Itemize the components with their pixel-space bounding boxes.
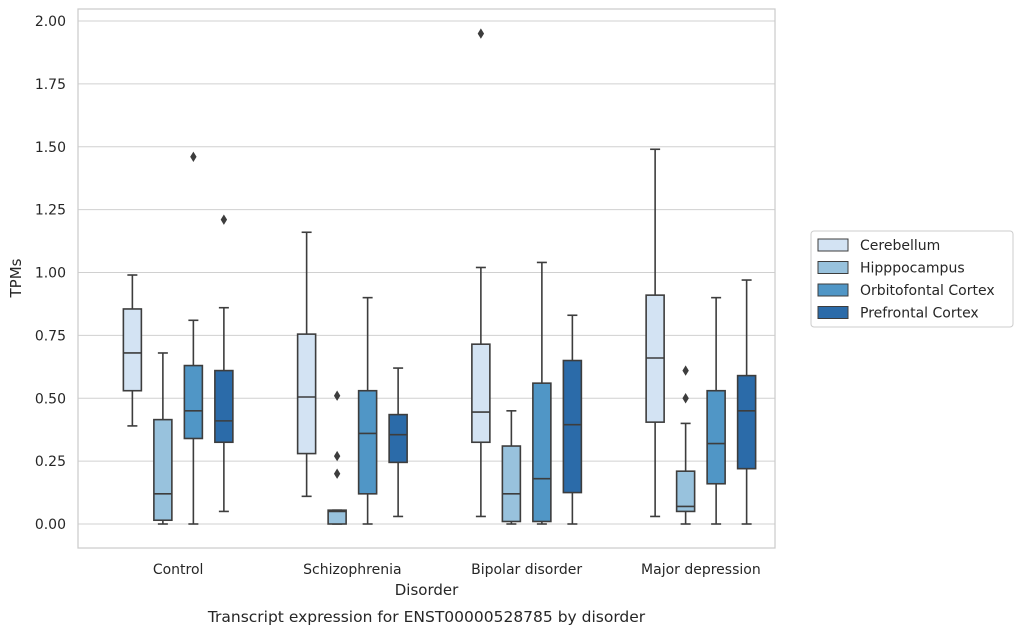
y-tick-label: 0.75 — [35, 328, 66, 344]
legend-box — [810, 230, 1014, 328]
x-axis-title: Disorder — [395, 581, 459, 599]
plot-area — [78, 9, 775, 548]
box-iqr — [736, 374, 757, 470]
y-axis-title: TPMs — [7, 258, 25, 298]
chart-caption: Transcript expression for ENST0000052878… — [207, 608, 646, 626]
box-iqr — [183, 364, 204, 440]
box-iqr — [296, 333, 317, 455]
legend-label: Orbitofontal Cortex — [860, 283, 995, 299]
y-tick-label: 1.00 — [35, 266, 66, 282]
box-cerebellum — [296, 231, 317, 498]
box-iqr — [214, 369, 234, 444]
outlier-point — [682, 393, 689, 404]
box-iqr — [501, 445, 522, 523]
box-prefrontal-cortex — [562, 314, 583, 525]
x-tick-labels: Control Schizophrenia Bipolar disorder Majo… — [153, 562, 761, 578]
outlier-point — [190, 151, 197, 163]
box-iqr — [562, 359, 583, 494]
outlier-point — [477, 28, 485, 39]
outlier-point — [333, 450, 341, 462]
box-iqr — [532, 382, 552, 523]
y-tick-labels: 0.00 0.25 0.50 0.75 1.00 1.25 1.50 1.75 2.00 — [35, 14, 66, 533]
legend: Cerebellum Hipppocampus Orbitofontal Corte… — [810, 230, 1014, 328]
box-prefrontal-cortex — [214, 214, 234, 513]
box-hipppocampus — [675, 365, 696, 525]
box-iqr — [675, 470, 696, 513]
y-tick-label: 1.50 — [35, 140, 66, 156]
box-hipppocampus — [153, 352, 173, 525]
outlier-point — [333, 390, 341, 401]
box-orbitofontal-cortex — [357, 296, 378, 525]
y-tick-label: 0.50 — [35, 391, 66, 407]
box-cerebellum — [471, 28, 491, 518]
x-tick-label: Bipolar disorder — [471, 562, 582, 578]
box-hipppocampus — [327, 390, 347, 525]
box-iqr — [471, 343, 491, 444]
legend-swatch — [817, 261, 849, 274]
x-tick-label: Major depression — [641, 562, 761, 578]
y-tick-label: 0.00 — [35, 517, 66, 533]
box-iqr — [388, 413, 408, 464]
outlier-point — [333, 468, 341, 479]
x-tick-label: Schizophrenia — [303, 562, 401, 578]
box-iqr — [357, 389, 378, 495]
legend-swatch — [817, 283, 849, 297]
legend-swatch — [817, 238, 849, 252]
y-tick-label: 2.00 — [35, 14, 66, 30]
box-iqr — [153, 418, 173, 522]
box-prefrontal-cortex — [388, 367, 408, 518]
box-series-group — [122, 28, 757, 525]
box-iqr — [122, 308, 143, 392]
plot-frame — [77, 8, 776, 549]
x-tick-label: Control — [153, 562, 204, 578]
box-iqr — [706, 389, 726, 485]
outlier-point — [682, 365, 689, 376]
legend-label: Cerebellum — [860, 238, 940, 254]
box-orbitofontal-cortex — [532, 261, 552, 525]
outlier-point — [220, 214, 228, 225]
legend-swatch — [817, 306, 849, 319]
legend-label: Prefrontal Cortex — [860, 306, 979, 322]
box-orbitofontal-cortex — [183, 151, 204, 525]
box-cerebellum — [645, 148, 665, 518]
y-tick-label: 0.25 — [35, 454, 66, 470]
box-orbitofontal-cortex — [706, 296, 726, 525]
box-hipppocampus — [501, 410, 522, 525]
y-tick-label: 1.25 — [35, 203, 66, 219]
legend-label: Hipppocampus — [860, 261, 965, 277]
box-prefrontal-cortex — [736, 279, 757, 525]
box-cerebellum — [122, 274, 143, 427]
y-tick-label: 1.75 — [35, 77, 66, 93]
box-iqr — [327, 509, 347, 525]
